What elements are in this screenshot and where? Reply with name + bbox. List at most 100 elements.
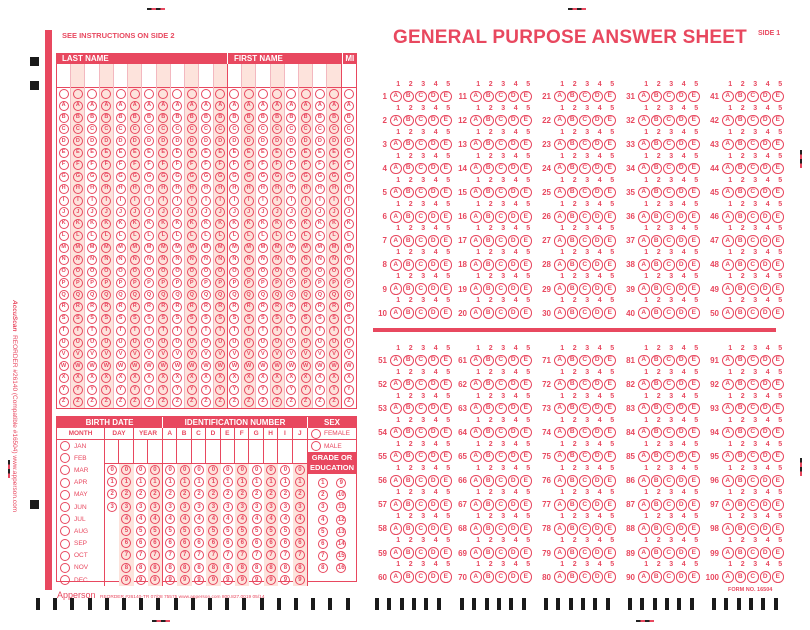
grade-bubble-7[interactable]: 7 — [317, 551, 328, 562]
name-bubble-J[interactable]: J — [272, 207, 283, 218]
answer-bubble-d[interactable]: D — [507, 426, 519, 439]
answer-bubble-a[interactable]: A — [554, 499, 566, 511]
answer-bubble-e[interactable]: E — [688, 283, 700, 295]
answer-bubble-a[interactable]: A — [722, 90, 734, 102]
name-bubble-C[interactable]: C — [272, 124, 283, 135]
name-bubble-C[interactable]: C — [172, 124, 183, 135]
answer-bubble-e[interactable]: E — [440, 426, 452, 439]
answer-bubble-e[interactable]: E — [688, 259, 700, 271]
grade-bubble-5[interactable]: 5 — [317, 526, 328, 537]
id-bubble-8[interactable]: 8 — [179, 562, 190, 573]
answer-bubble-a[interactable]: A — [390, 186, 402, 199]
name-bubble-Y[interactable]: Y — [300, 385, 311, 396]
answer-bubble-e[interactable]: E — [688, 547, 700, 559]
name-bubble-P[interactable]: P — [72, 278, 83, 289]
answer-bubble-b[interactable]: B — [650, 354, 662, 366]
answer-bubble-c[interactable]: C — [495, 162, 507, 175]
digit-bubble-2[interactable]: 2 — [107, 489, 118, 500]
answer-bubble-c[interactable]: C — [415, 211, 427, 223]
digit-bubble-2[interactable]: 2 — [121, 489, 132, 500]
id-bubble-8[interactable]: 8 — [266, 562, 277, 573]
answer-bubble-d[interactable]: D — [427, 499, 439, 511]
name-bubble-W[interactable]: W — [58, 361, 69, 372]
name-bubble-X[interactable]: X — [58, 373, 69, 384]
id-bubble-5[interactable]: 5 — [280, 526, 291, 537]
answer-bubble-e[interactable]: E — [604, 211, 616, 223]
name-bubble-F[interactable]: F — [172, 159, 183, 170]
name-bubble-C[interactable]: C — [101, 124, 112, 135]
answer-bubble-c[interactable]: C — [415, 378, 427, 391]
answer-bubble-a[interactable]: A — [638, 475, 650, 487]
name-bubble-L[interactable]: L — [229, 231, 240, 242]
answer-bubble-d[interactable]: D — [507, 523, 519, 535]
answer-bubble-c[interactable]: C — [747, 162, 759, 175]
name-bubble-I[interactable]: I — [286, 195, 297, 206]
name-bubble-blank[interactable] — [343, 88, 354, 99]
answer-bubble-a[interactable]: A — [470, 547, 482, 559]
id-bubble-3[interactable]: 3 — [222, 501, 233, 512]
answer-bubble-c[interactable]: C — [415, 235, 427, 247]
month-bubble[interactable] — [60, 562, 70, 573]
answer-bubble-b[interactable]: B — [566, 114, 578, 127]
answer-bubble-a[interactable]: A — [722, 259, 734, 271]
month-bubble[interactable] — [60, 550, 70, 561]
name-bubble-E[interactable]: E — [329, 148, 340, 159]
answer-bubble-a[interactable]: A — [722, 523, 734, 535]
name-bubble-Q[interactable]: Q — [144, 290, 155, 301]
name-bubble-D[interactable]: D — [186, 136, 197, 147]
answer-bubble-c[interactable]: C — [415, 426, 427, 439]
name-bubble-blank[interactable] — [272, 88, 283, 99]
answer-bubble-e[interactable]: E — [688, 426, 700, 439]
answer-bubble-a[interactable]: A — [554, 162, 566, 175]
answer-bubble-b[interactable]: B — [734, 378, 746, 391]
name-bubble-C[interactable]: C — [314, 124, 325, 135]
name-bubble-blank[interactable] — [215, 88, 226, 99]
answer-bubble-c[interactable]: C — [495, 547, 507, 559]
name-bubble-H[interactable]: H — [314, 183, 325, 194]
id-bubble-6[interactable]: 6 — [165, 538, 176, 549]
answer-bubble-a[interactable]: A — [638, 211, 650, 223]
id-bubble-3[interactable]: 3 — [165, 501, 176, 512]
name-bubble-P[interactable]: P — [87, 278, 98, 289]
answer-bubble-d[interactable]: D — [759, 499, 771, 511]
name-bubble-F[interactable]: F — [200, 159, 211, 170]
name-bubble-Z[interactable]: Z — [229, 396, 240, 407]
name-bubble-H[interactable]: H — [300, 183, 311, 194]
name-bubble-G[interactable]: G — [158, 171, 169, 182]
name-bubble-Z[interactable]: Z — [101, 396, 112, 407]
answer-bubble-e[interactable]: E — [688, 402, 700, 415]
id-bubble-4[interactable]: 4 — [179, 513, 190, 524]
answer-bubble-b[interactable]: B — [402, 354, 414, 366]
answer-bubble-c[interactable]: C — [663, 547, 675, 559]
name-bubble-N[interactable]: N — [343, 254, 354, 265]
name-bubble-X[interactable]: X — [158, 373, 169, 384]
answer-bubble-c[interactable]: C — [663, 138, 675, 151]
answer-bubble-c[interactable]: C — [663, 354, 675, 366]
name-bubble-K[interactable]: K — [343, 219, 354, 230]
name-bubble-H[interactable]: H — [101, 183, 112, 194]
name-bubble-V[interactable]: V — [286, 349, 297, 360]
answer-bubble-d[interactable]: D — [759, 186, 771, 199]
answer-bubble-b[interactable]: B — [650, 138, 662, 151]
name-bubble-E[interactable]: E — [272, 148, 283, 159]
answer-bubble-c[interactable]: C — [495, 283, 507, 295]
name-bubble-T[interactable]: T — [243, 325, 254, 336]
name-bubble-L[interactable]: L — [215, 231, 226, 242]
name-bubble-R[interactable]: R — [314, 302, 325, 313]
digit-bubble-9[interactable]: 9 — [149, 574, 160, 585]
name-bubble-O[interactable]: O — [329, 266, 340, 277]
answer-bubble-d[interactable]: D — [675, 138, 687, 151]
answer-bubble-c[interactable]: C — [579, 283, 591, 295]
answer-bubble-d[interactable]: D — [507, 475, 519, 487]
answer-bubble-a[interactable]: A — [722, 571, 734, 583]
name-bubble-K[interactable]: K — [229, 219, 240, 230]
answer-bubble-b[interactable]: B — [734, 186, 746, 199]
name-bubble-G[interactable]: G — [101, 171, 112, 182]
name-bubble-P[interactable]: P — [329, 278, 340, 289]
name-bubble-T[interactable]: T — [144, 325, 155, 336]
answer-bubble-a[interactable]: A — [554, 402, 566, 415]
answer-bubble-a[interactable]: A — [638, 402, 650, 415]
name-bubble-I[interactable]: I — [115, 195, 126, 206]
answer-bubble-c[interactable]: C — [747, 114, 759, 127]
answer-bubble-a[interactable]: A — [554, 90, 566, 102]
